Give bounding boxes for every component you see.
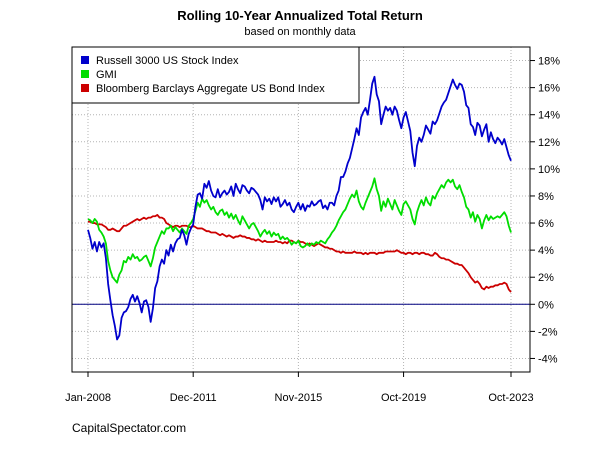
x-axis: Jan-2008 Dec-2011 Nov-2015 Oct-2019 Oct-2023: [65, 372, 534, 404]
y-tick-label: 2%: [538, 272, 554, 284]
y-tick-label: 8%: [538, 191, 554, 203]
x-tick-label: Nov-2015: [275, 392, 323, 404]
legend-swatch-russell: [81, 56, 89, 64]
y-tick-label: 6%: [538, 218, 554, 230]
source-credit: CapitalSpectator.com: [72, 421, 186, 435]
y-tick-label: -2%: [538, 326, 558, 338]
x-tick-label: Oct-2019: [381, 392, 426, 404]
y-tick-label: 4%: [538, 245, 554, 257]
legend-swatch-gmi: [81, 70, 89, 78]
x-tick-label: Jan-2008: [65, 392, 111, 404]
x-tick-label: Oct-2023: [488, 392, 533, 404]
legend-label-russell: Russell 3000 US Stock Index: [96, 55, 239, 67]
series-lines: [87, 75, 512, 341]
y-tick-label: 12%: [538, 137, 560, 149]
russell-3000-line: [87, 75, 512, 341]
legend: Russell 3000 US Stock Index GMI Bloomber…: [71, 46, 360, 104]
gmi-line: [87, 177, 512, 284]
legend-swatch-bond: [81, 84, 89, 92]
y-tick-label: 14%: [538, 110, 560, 122]
y-tick-label: 16%: [538, 83, 560, 95]
chart-subtitle: based on monthly data: [244, 26, 356, 38]
y-axis: -4% -2% 0% 2% 4% 6% 8% 10% 12% 14% 16% 18%: [530, 56, 560, 365]
legend-label-gmi: GMI: [96, 69, 117, 81]
x-tick-label: Dec-2011: [170, 392, 217, 404]
y-tick-label: 0%: [538, 299, 554, 311]
legend-label-bond: Bloomberg Barclays Aggregate US Bond Ind…: [96, 83, 325, 95]
legend-box: [71, 46, 360, 104]
y-tick-label: 18%: [538, 56, 560, 68]
chart-title: Rolling 10-Year Annualized Total Return: [177, 8, 423, 23]
y-tick-label: 10%: [538, 164, 560, 176]
y-tick-label: -4%: [538, 353, 558, 365]
